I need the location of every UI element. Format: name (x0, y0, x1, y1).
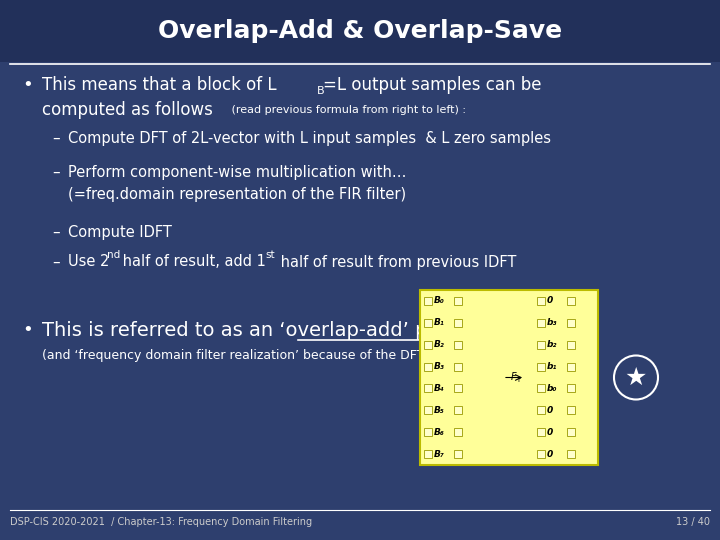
Text: –: – (52, 131, 60, 145)
Text: B₅: B₅ (434, 406, 445, 415)
Text: b₃: b₃ (547, 318, 557, 327)
Text: 0: 0 (547, 450, 553, 458)
FancyBboxPatch shape (537, 319, 545, 327)
FancyBboxPatch shape (567, 341, 575, 349)
Text: nd: nd (107, 250, 120, 260)
FancyBboxPatch shape (537, 406, 545, 414)
Text: Overlap-Add & Overlap-Save: Overlap-Add & Overlap-Save (158, 19, 562, 43)
FancyBboxPatch shape (424, 450, 432, 458)
FancyBboxPatch shape (567, 450, 575, 458)
Text: Use 2: Use 2 (68, 254, 109, 269)
FancyBboxPatch shape (537, 428, 545, 436)
Text: B₄: B₄ (434, 384, 445, 393)
Text: –: – (52, 165, 60, 179)
Text: Compute DFT of 2L-vector with L input samples  & L zero samples: Compute DFT of 2L-vector with L input sa… (68, 131, 551, 145)
Text: (and ‘frequency domain filter realization’ because of the DFT/IDFT): (and ‘frequency domain filter realizatio… (42, 348, 462, 361)
Text: =L output samples can be: =L output samples can be (323, 76, 541, 94)
FancyBboxPatch shape (567, 319, 575, 327)
Text: •: • (22, 321, 32, 339)
FancyBboxPatch shape (454, 384, 462, 393)
FancyBboxPatch shape (454, 319, 462, 327)
FancyBboxPatch shape (424, 362, 432, 370)
FancyBboxPatch shape (567, 362, 575, 370)
Text: b₂: b₂ (547, 340, 557, 349)
Text: This is referred to as an ‘overlap-add’ procedure: This is referred to as an ‘overlap-add’ … (42, 321, 514, 340)
Text: r: r (517, 377, 520, 383)
FancyBboxPatch shape (537, 450, 545, 458)
Text: computed as follows: computed as follows (42, 101, 213, 119)
Text: 0: 0 (547, 406, 553, 415)
FancyBboxPatch shape (537, 362, 545, 370)
FancyBboxPatch shape (454, 297, 462, 305)
Text: –: – (52, 254, 60, 269)
FancyBboxPatch shape (454, 341, 462, 349)
Text: •: • (22, 76, 32, 94)
FancyBboxPatch shape (454, 406, 462, 414)
Text: B₇: B₇ (434, 450, 445, 458)
Text: (=freq.domain representation of the FIR filter): (=freq.domain representation of the FIR … (68, 186, 406, 201)
Text: –: – (52, 225, 60, 240)
Text: 0: 0 (547, 428, 553, 437)
FancyBboxPatch shape (424, 384, 432, 393)
Text: B₆: B₆ (434, 428, 445, 437)
Text: (read previous formula from right to left) :: (read previous formula from right to lef… (228, 105, 466, 115)
FancyBboxPatch shape (537, 297, 545, 305)
Text: Compute IDFT: Compute IDFT (68, 225, 172, 240)
FancyBboxPatch shape (537, 384, 545, 393)
Text: B₁: B₁ (434, 318, 445, 327)
Text: 13 / 40: 13 / 40 (676, 517, 710, 527)
Text: F: F (511, 373, 517, 382)
FancyBboxPatch shape (424, 406, 432, 414)
FancyBboxPatch shape (424, 319, 432, 327)
Text: This means that a block of L: This means that a block of L (42, 76, 276, 94)
Text: DSP-CIS 2020-2021  / Chapter-13: Frequency Domain Filtering: DSP-CIS 2020-2021 / Chapter-13: Frequenc… (10, 517, 312, 527)
FancyBboxPatch shape (424, 341, 432, 349)
Text: B: B (317, 86, 325, 96)
FancyBboxPatch shape (420, 290, 598, 465)
Text: Perform component-wise multiplication with…: Perform component-wise multiplication wi… (68, 165, 406, 179)
Text: b₀: b₀ (547, 384, 557, 393)
FancyBboxPatch shape (424, 297, 432, 305)
FancyBboxPatch shape (454, 362, 462, 370)
Text: B₀: B₀ (434, 296, 445, 306)
FancyBboxPatch shape (567, 384, 575, 393)
FancyBboxPatch shape (0, 0, 720, 62)
Text: B₂: B₂ (434, 340, 445, 349)
FancyBboxPatch shape (424, 428, 432, 436)
FancyBboxPatch shape (567, 428, 575, 436)
Text: b₁: b₁ (547, 362, 557, 371)
Text: 0: 0 (547, 296, 553, 306)
Text: half of result, add 1: half of result, add 1 (118, 254, 266, 269)
FancyBboxPatch shape (454, 428, 462, 436)
Text: ★: ★ (625, 366, 647, 389)
FancyBboxPatch shape (567, 406, 575, 414)
Text: half of result from previous IDFT: half of result from previous IDFT (276, 254, 516, 269)
FancyBboxPatch shape (454, 450, 462, 458)
Text: st: st (265, 250, 274, 260)
Text: B₃: B₃ (434, 362, 445, 371)
FancyBboxPatch shape (537, 341, 545, 349)
FancyBboxPatch shape (567, 297, 575, 305)
